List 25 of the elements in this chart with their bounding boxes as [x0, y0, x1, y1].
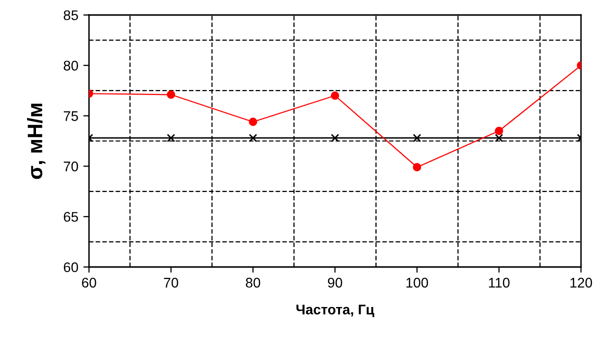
- x-tick-label: 120: [570, 278, 592, 288]
- x-tick-label: 60: [82, 278, 96, 288]
- y-tick-label: 70: [64, 162, 78, 172]
- point: [248, 134, 258, 142]
- point: [330, 91, 340, 100]
- y-axis-title: σ, мН/м: [27, 104, 46, 179]
- y-tick-label: 80: [64, 60, 78, 71]
- x-tick-label: 110: [488, 278, 510, 288]
- y-tick-label: 60: [64, 262, 78, 272]
- x-tick-label: 70: [164, 278, 178, 288]
- point: [494, 126, 504, 136]
- point: [412, 134, 422, 142]
- point: [412, 163, 422, 172]
- y-tick-label: 85: [64, 10, 78, 20]
- point: [248, 118, 258, 126]
- y-tick-label: 75: [64, 111, 78, 121]
- point: [330, 134, 340, 142]
- x-tick-label: 80: [246, 278, 260, 288]
- x-axis-title: Частота, Гц: [296, 304, 374, 318]
- point: [166, 90, 176, 99]
- x-tick-label: 100: [406, 278, 428, 288]
- point: [494, 134, 504, 142]
- y-tick-label: 65: [64, 212, 78, 222]
- point: [166, 134, 176, 142]
- x-tick-label: 90: [328, 278, 342, 288]
